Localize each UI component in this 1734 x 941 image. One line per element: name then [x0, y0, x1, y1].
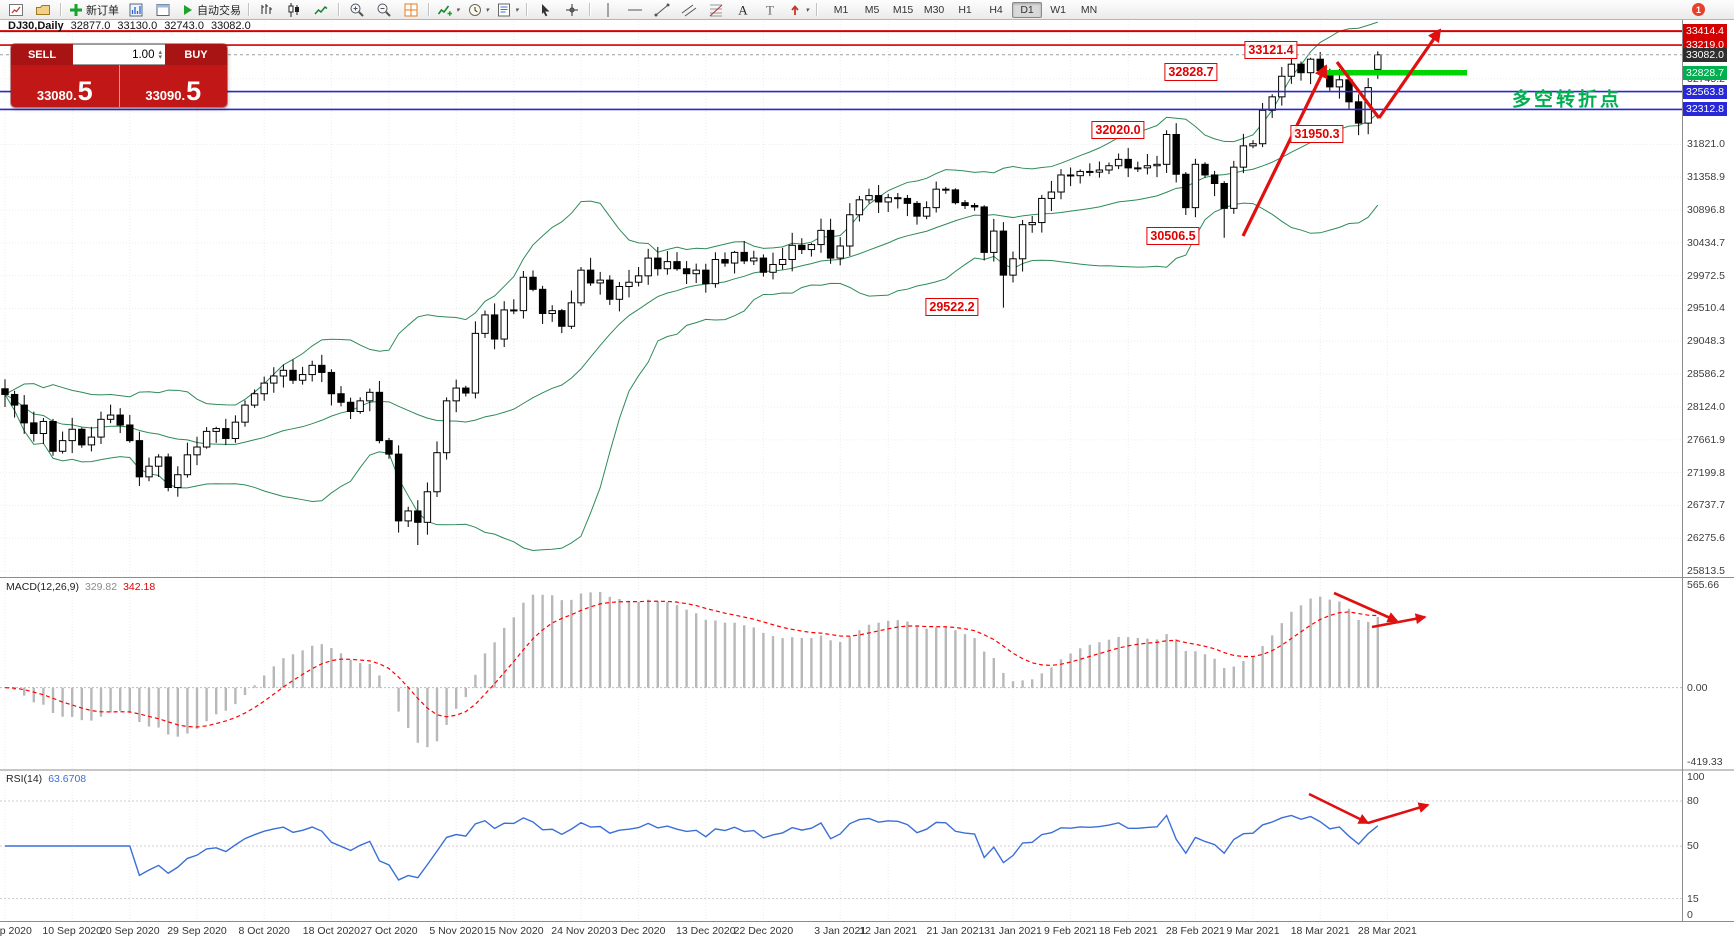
- text-label-button[interactable]: T: [757, 0, 783, 19]
- ohlc-close: 33082.0: [210, 20, 251, 32]
- crosshair-button[interactable]: [559, 0, 585, 19]
- candles-layer: [1, 51, 1382, 546]
- chart-title: DJ30,Daily 32877.0 33130.0 32743.0 33082…: [8, 20, 251, 32]
- new-order-label: 新订单: [86, 4, 119, 17]
- zoom-in-button[interactable]: [344, 0, 370, 19]
- timeframe-button-M30[interactable]: M30: [923, 3, 945, 16]
- price-divider: [118, 65, 120, 107]
- frame-layer: [0, 18, 1734, 922]
- new-order-button[interactable]: 新订单: [66, 0, 122, 19]
- sell-header[interactable]: SELL: [11, 44, 73, 65]
- timeframe-button-M1[interactable]: M1: [833, 3, 849, 16]
- macd-layer: [0, 591, 1682, 748]
- symbol-period-label: DJ30,Daily: [8, 20, 64, 32]
- horizontal-line-button[interactable]: [622, 0, 648, 19]
- toolbar-separator: [60, 3, 62, 16]
- rsi-indicator-label: RSI(14) 63.6708: [6, 773, 86, 785]
- periods-button[interactable]: ▾: [464, 0, 493, 19]
- trade-panel-header-row: SELL 1.00 ▴ ▾ BUY: [11, 44, 227, 65]
- timeframe-button-D1[interactable]: D1: [1012, 1, 1043, 18]
- chevron-down-icon: ▾: [515, 6, 519, 14]
- channel-button[interactable]: [676, 0, 702, 19]
- buy-button[interactable]: 33090. 5: [120, 65, 228, 107]
- toolbar-separator: [588, 3, 591, 16]
- autotrading-label: 自动交易: [197, 4, 241, 17]
- spinner-down-icon[interactable]: ▾: [158, 53, 162, 61]
- line-chart-button[interactable]: [308, 0, 334, 19]
- fibonacci-button[interactable]: [703, 0, 729, 19]
- timeframe-button-MN[interactable]: MN: [1080, 3, 1098, 16]
- candlestick-chart-button[interactable]: [281, 0, 307, 19]
- market-watch-button[interactable]: [123, 0, 149, 19]
- text-button[interactable]: A: [730, 0, 756, 19]
- timeframe-button-W1[interactable]: W1: [1050, 3, 1066, 16]
- bollinger-bands: [4, 21, 1379, 552]
- grid-layer: [0, 18, 1682, 921]
- chevron-down-icon: ▾: [485, 6, 490, 14]
- sell-price-big-digit: 5: [77, 75, 93, 106]
- bar-chart-button[interactable]: [254, 0, 280, 19]
- one-click-trading-panel: SELL 1.00 ▴ ▾ BUY 33080. 5 33090. 5: [11, 44, 227, 107]
- volume-input[interactable]: 1.00 ▴ ▾: [73, 44, 165, 65]
- timeframe-button-M15[interactable]: M15: [892, 3, 914, 16]
- chart-profiles-button[interactable]: [30, 0, 56, 19]
- timeframe-toolbar: M1 M5 M15 M30 H1 H4 D1 W1 MN: [826, 1, 1104, 18]
- ohlc-open: 32877.0: [70, 20, 111, 32]
- data-window-button[interactable]: [150, 0, 176, 19]
- timeframe-button-H1[interactable]: H1: [958, 3, 972, 16]
- toolbar-separator: [248, 3, 250, 16]
- new-chart-button[interactable]: [3, 0, 29, 19]
- macd-name: MACD(12,26,9): [6, 581, 79, 593]
- buy-header[interactable]: BUY: [165, 44, 227, 65]
- svg-text:A: A: [738, 2, 748, 17]
- vertical-line-button[interactable]: [595, 0, 621, 19]
- rsi-layer: [0, 800, 1682, 899]
- volume-spinner[interactable]: ▴ ▾: [158, 48, 162, 61]
- zoom-out-button[interactable]: [371, 0, 397, 19]
- volume-value[interactable]: 1.00: [132, 48, 155, 61]
- macd-main-value: 329.82: [84, 581, 118, 593]
- timeframe-button-H4[interactable]: H4: [989, 3, 1003, 16]
- trendline-button[interactable]: [649, 0, 675, 19]
- cursor-button[interactable]: [532, 0, 558, 19]
- buy-price-big-digit: 5: [186, 75, 202, 106]
- notification-badge[interactable]: 1: [1692, 3, 1705, 16]
- rsi-value: 63.6708: [48, 773, 87, 785]
- timeframe-button-M5[interactable]: M5: [864, 3, 880, 16]
- autotrading-button[interactable]: 自动交易: [177, 0, 244, 19]
- chevron-down-icon: ▾: [805, 6, 810, 14]
- spinner-up-icon[interactable]: ▴: [158, 48, 162, 56]
- objects-layer: [0, 30, 1682, 111]
- rsi-name: RSI(14): [6, 773, 43, 785]
- chevron-down-icon: ▾: [456, 6, 460, 14]
- tile-windows-button[interactable]: [398, 0, 424, 19]
- toolbar-separator: [338, 3, 340, 16]
- buy-price-main: 33090.: [145, 88, 186, 103]
- sell-price-main: 33080.: [36, 88, 77, 103]
- toolbar-separator: [525, 3, 528, 16]
- arrows-button[interactable]: ▾: [784, 0, 813, 19]
- ohlc-low: 32743.0: [164, 20, 204, 32]
- indicators-button[interactable]: ▾: [434, 0, 463, 19]
- sell-button[interactable]: 33080. 5: [11, 65, 119, 107]
- svg-text:T: T: [766, 2, 774, 17]
- annotation-arrows: [1241, 28, 1442, 825]
- ohlc-high: 33130.0: [117, 20, 158, 32]
- toolbar-separator: [816, 3, 819, 16]
- macd-signal-value: 342.18: [123, 581, 156, 593]
- templates-button[interactable]: ▾: [493, 0, 522, 19]
- trade-panel-price-row: 33080. 5 33090. 5: [11, 65, 227, 107]
- macd-indicator-label: MACD(12,26,9) 329.82 342.18: [6, 581, 155, 593]
- toolbar-separator: [428, 3, 430, 16]
- toolbar: 新订单 自动交易 ▾ ▾ ▾ A T ▾ M1 M5 M15 M30 H1 H4 D1 W1 M…: [0, 0, 1734, 20]
